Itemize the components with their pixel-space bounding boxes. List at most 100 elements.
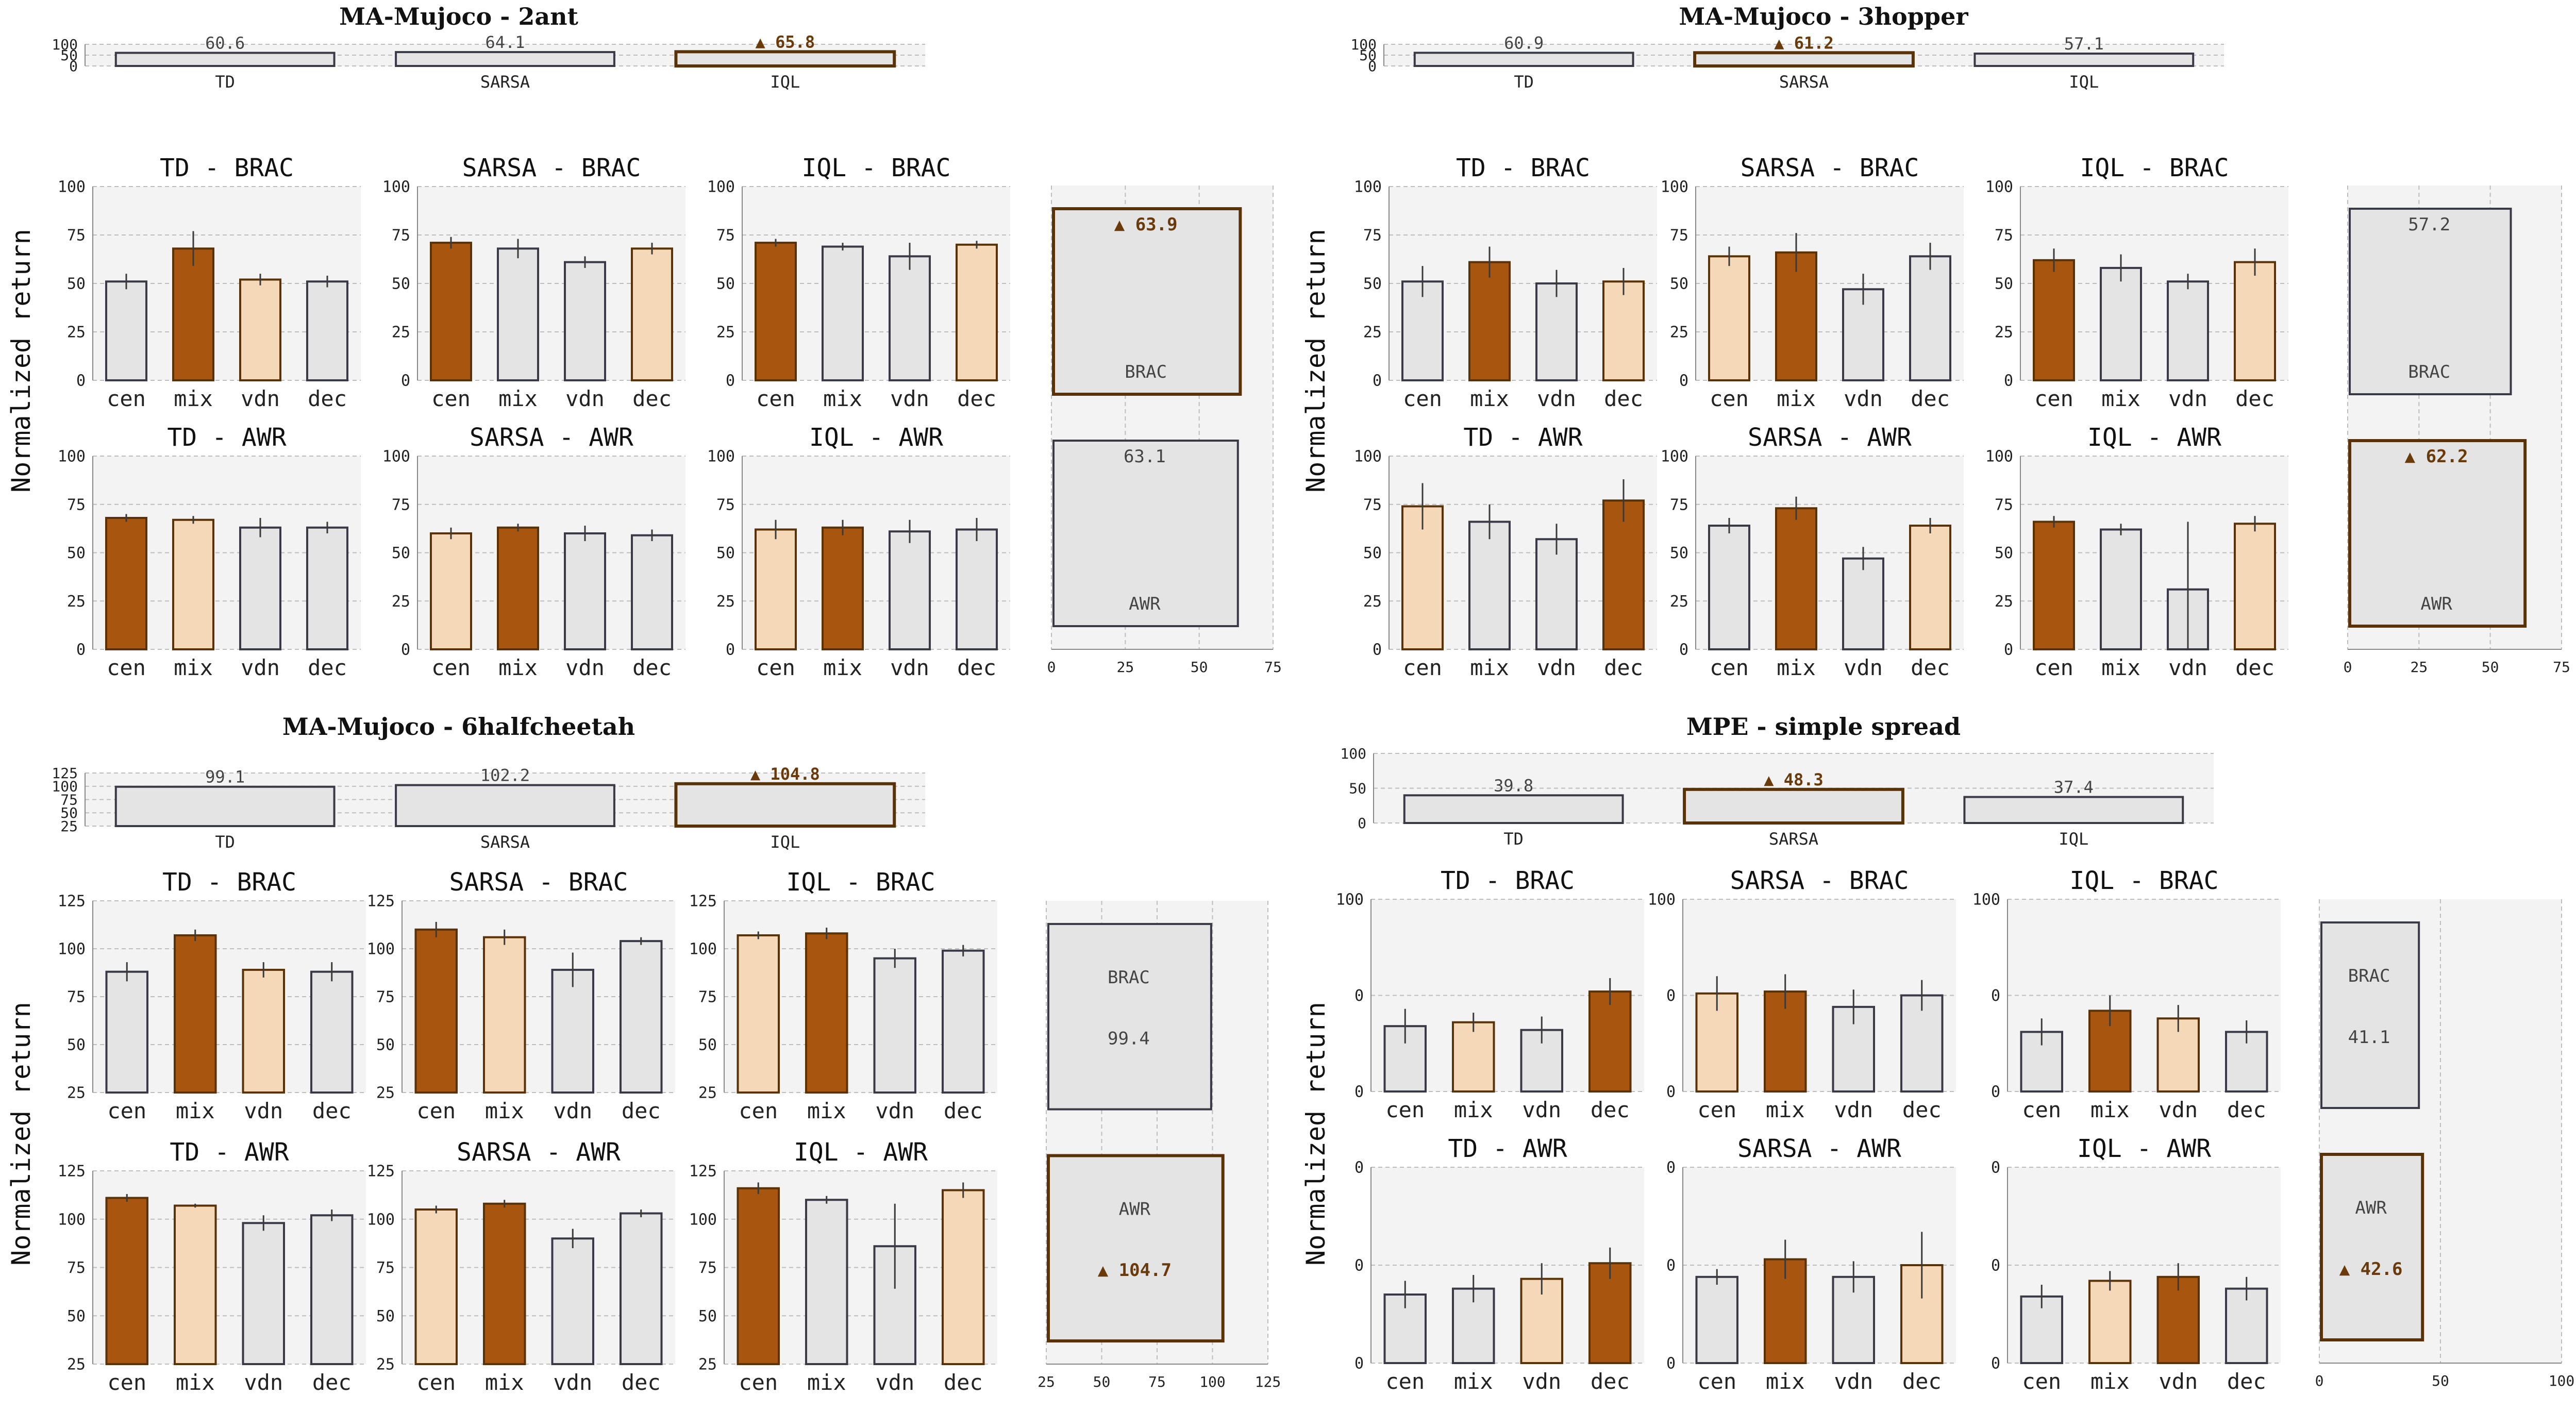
subplot-sarsa-awr: SARSA - AWR 25 50 75 100 125 cen mix vdn dec bbox=[367, 1138, 675, 1395]
summary-ytick-label: 0 bbox=[69, 58, 78, 75]
subplot-ytick-label: 50 bbox=[67, 1036, 86, 1054]
subplot-xtick-label-vdn: vdn bbox=[1537, 655, 1576, 680]
subplot-bar-cen bbox=[755, 528, 797, 650]
subplot-ytick-label: 25 bbox=[1670, 324, 1688, 342]
subplot-bar-vdn bbox=[564, 261, 606, 382]
summary-ytick-label: 50 bbox=[60, 47, 78, 64]
subplot-xtick-label-vdn: vdn bbox=[1844, 655, 1883, 680]
subplot-ytick-label: 100 bbox=[689, 940, 717, 959]
subplot-xtick-label-vdn: vdn bbox=[890, 386, 929, 411]
subplot-xtick-label-cen: cen bbox=[1697, 1097, 1736, 1122]
subplot-ytick-label: 0 bbox=[1679, 372, 1688, 390]
subplot-ytick-label: 100 bbox=[1354, 448, 1382, 466]
subplot-bar-vdn bbox=[1535, 282, 1578, 381]
subplot-xtick-label-cen: cen bbox=[1710, 386, 1749, 411]
subplot-bar-cen bbox=[430, 532, 472, 650]
subplot-ytick-label: 75 bbox=[67, 227, 86, 245]
subplot-bar-dec bbox=[631, 534, 673, 650]
side-bar-chart: 25 50 75 100 125 99.4 BRAC ▲ 104.7 AWR bbox=[1038, 901, 1281, 1390]
subplot-bar-dec bbox=[942, 1189, 985, 1365]
subplot-xtick-label-mix: mix bbox=[2090, 1097, 2130, 1122]
summary-value-label-iql: ▲ 65.8 bbox=[756, 32, 815, 52]
subplot-sarsa-brac: SARSA - BRAC 0 25 50 75 100 cen mix vdn dec bbox=[1661, 154, 1964, 411]
subplot-bar-mix bbox=[172, 247, 214, 381]
subplot-xtick-label-mix: mix bbox=[485, 1370, 524, 1395]
subplot-xtick-label-cen: cen bbox=[2022, 1369, 2061, 1394]
side-category-label-awr: AWR bbox=[1119, 1199, 1151, 1220]
subplot-ytick-label: 0 bbox=[401, 372, 410, 390]
subplot-bar-cen bbox=[755, 242, 797, 381]
summary-bar-td bbox=[1413, 52, 1634, 67]
summary-xtick-label-iql: IQL bbox=[770, 72, 800, 92]
side-bar-chart: 0 25 50 75 57.2 BRAC ▲ 62.2 AWR bbox=[2344, 186, 2570, 676]
subplot-bar-mix bbox=[2088, 1280, 2132, 1364]
subplot-xtick-label-dec: dec bbox=[632, 386, 672, 411]
subplot-xtick-label-vdn: vdn bbox=[1522, 1369, 1561, 1394]
subplot-xtick-label-mix: mix bbox=[1766, 1097, 1805, 1122]
subplot-ytick-label: 0 bbox=[2004, 372, 2013, 390]
subplot-bar-mix bbox=[2100, 528, 2142, 650]
side-value-label-awr: ▲ 42.6 bbox=[2339, 1259, 2403, 1280]
subplot-title: SARSA - AWR bbox=[457, 1138, 621, 1167]
subplot-ytick-label: 50 bbox=[716, 275, 735, 293]
subplot-xtick-label-vdn: vdn bbox=[890, 655, 929, 680]
subplot-xtick-label-cen: cen bbox=[416, 1098, 456, 1123]
summary-value-label-iql: 37.4 bbox=[2054, 778, 2094, 797]
summary-ytick-label: 0 bbox=[1358, 815, 1366, 832]
subplot-ytick-label: 0 bbox=[1666, 987, 1676, 1005]
summary-ytick-label: 0 bbox=[1368, 58, 1377, 75]
subplot-ytick-label: 0 bbox=[1666, 1159, 1676, 1177]
subplot-xtick-label-dec: dec bbox=[622, 1098, 661, 1123]
subplot-ytick-label: 0 bbox=[1991, 987, 2000, 1005]
side-xtick-label: 25 bbox=[1116, 659, 1134, 676]
subplot-ytick-label: 50 bbox=[1995, 544, 2013, 562]
side-bar-awr bbox=[2348, 439, 2527, 628]
subplot-xtick-label-dec: dec bbox=[1591, 1369, 1630, 1394]
subplot-xtick-label-mix: mix bbox=[1470, 655, 1509, 680]
subplot-xtick-label-mix: mix bbox=[823, 655, 862, 680]
subplot-ytick-label: 75 bbox=[698, 1259, 717, 1277]
subplot-ytick-label: 75 bbox=[1363, 496, 1382, 514]
summary-value-label-sarsa: ▲ 48.3 bbox=[1764, 770, 1824, 790]
dataset-title: MA-Mujoco - 3hopper bbox=[1679, 3, 1968, 30]
subplot-ytick-label: 75 bbox=[698, 988, 717, 1006]
subplot-xtick-label-cen: cen bbox=[2034, 386, 2073, 411]
subplot-iql-brac: IQL - BRAC 0 0 100 cen mix vdn dec bbox=[1972, 866, 2281, 1122]
subplot-ytick-label: 100 bbox=[1336, 891, 1364, 909]
subplot-bar-vdn bbox=[889, 530, 931, 650]
summary-xtick-label-sarsa: SARSA bbox=[480, 72, 530, 92]
subplot-xtick-label-vdn: vdn bbox=[244, 1098, 283, 1123]
subplot-ytick-label: 25 bbox=[698, 1356, 717, 1374]
subplot-bar-dec bbox=[1588, 1262, 1632, 1364]
subplot-ytick-label: 100 bbox=[1354, 178, 1382, 196]
side-value-label-awr: 63.1 bbox=[1124, 446, 1166, 467]
subplot-ytick-label: 50 bbox=[67, 275, 86, 293]
side-value-label-awr: ▲ 104.7 bbox=[1098, 1260, 1172, 1281]
side-xtick-label: 25 bbox=[2410, 659, 2428, 676]
subplot-ytick-label: 0 bbox=[401, 641, 410, 659]
summary-value-label-td: 60.6 bbox=[205, 33, 245, 53]
subplot-ytick-label: 125 bbox=[58, 1163, 86, 1181]
side-category-label-awr: AWR bbox=[2420, 594, 2452, 614]
subplot-iql-awr: IQL - AWR 0 25 50 75 100 cen mix vdn dec bbox=[1985, 423, 2288, 680]
subplot-sarsa-brac: SARSA - BRAC 25 50 75 100 125 cen mix vdn dec bbox=[367, 868, 675, 1123]
subplot-xtick-label-cen: cen bbox=[756, 386, 795, 411]
side-xtick-label: 25 bbox=[1038, 1373, 1055, 1390]
subplot-bar-dec bbox=[1588, 990, 1632, 1093]
subplot-ytick-label: 25 bbox=[698, 1084, 717, 1102]
subplot-bar-vdn bbox=[2167, 280, 2209, 381]
subplot-bar-dec bbox=[1602, 499, 1645, 650]
subplot-td-brac: TD - BRAC 0 25 50 75 100 cen mix vdn dec bbox=[58, 154, 361, 411]
subplot-ytick-label: 0 bbox=[1354, 1257, 1364, 1275]
subplot-bar-dec bbox=[2234, 261, 2276, 382]
subplot-ytick-label: 50 bbox=[67, 1307, 86, 1325]
subplot-xtick-label-cen: cen bbox=[2022, 1097, 2061, 1122]
subplot-bar-dec bbox=[306, 280, 348, 381]
subplot-bar-mix bbox=[1775, 507, 1817, 650]
subplot-sarsa-awr: SARSA - AWR 0 0 0 cen mix vdn dec bbox=[1666, 1134, 1956, 1394]
subplot-bar-vdn bbox=[873, 957, 916, 1094]
side-bar-awr bbox=[1052, 440, 1239, 627]
subplot-xtick-label-vdn: vdn bbox=[1834, 1097, 1873, 1122]
